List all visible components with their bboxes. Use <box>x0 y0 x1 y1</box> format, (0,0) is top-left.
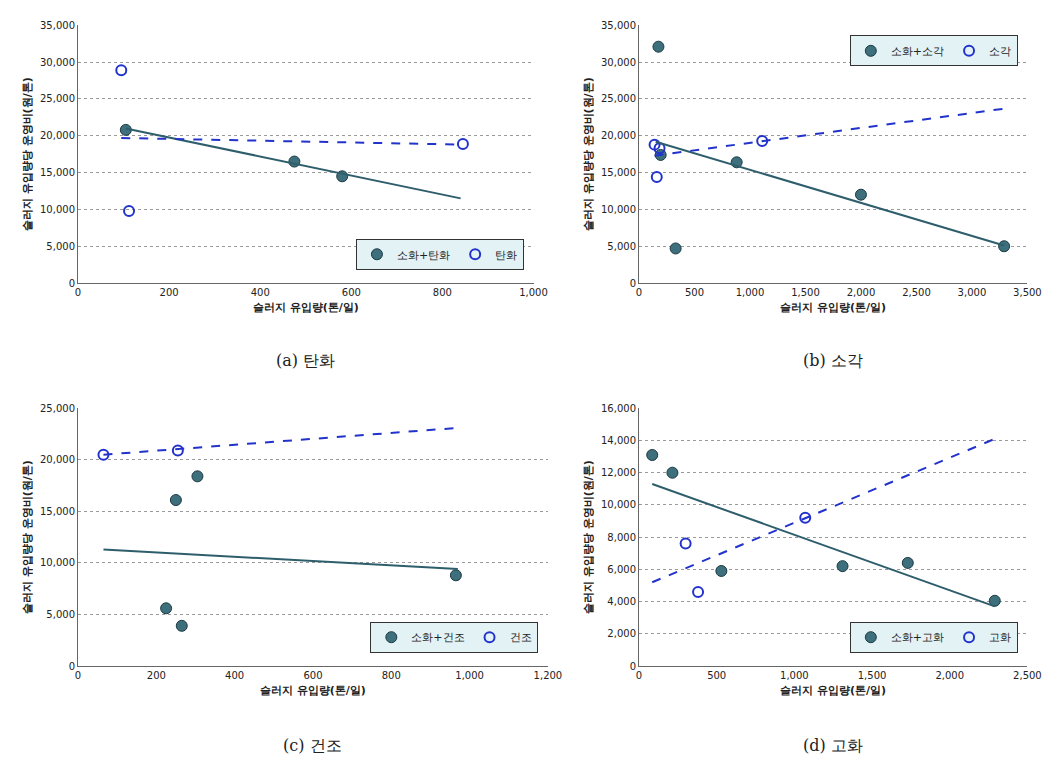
svg-text:25,000: 25,000 <box>601 93 636 104</box>
svg-text:5,000: 5,000 <box>46 609 75 620</box>
svg-text:1,500: 1,500 <box>791 287 820 298</box>
svg-text:(c) 건조: (c) 건조 <box>283 736 342 755</box>
svg-text:10,000: 10,000 <box>601 204 636 215</box>
svg-text:1,500: 1,500 <box>858 670 887 681</box>
svg-text:0: 0 <box>636 287 642 298</box>
svg-text:(d) 고화: (d) 고화 <box>803 736 863 755</box>
svg-text:4,000: 4,000 <box>607 596 636 607</box>
svg-text:0: 0 <box>75 670 81 681</box>
svg-text:0: 0 <box>69 661 75 672</box>
svg-text:0: 0 <box>630 661 636 672</box>
svg-text:슬러지 유입량당 운영비(원/톤): 슬러지 유입량당 운영비(원/톤) <box>582 77 595 231</box>
svg-text:800: 800 <box>433 287 452 298</box>
svg-text:10,000: 10,000 <box>601 499 636 510</box>
svg-text:슬러지 유입량(톤/일): 슬러지 유입량(톤/일) <box>253 301 359 314</box>
svg-text:2,000: 2,000 <box>935 670 964 681</box>
svg-text:25,000: 25,000 <box>40 403 75 414</box>
svg-text:0: 0 <box>630 278 636 289</box>
svg-text:슬러지 유입량당 운영비(원/톤): 슬러지 유입량당 운영비(원/톤) <box>21 460 34 614</box>
svg-text:0: 0 <box>636 670 642 681</box>
svg-text:200: 200 <box>160 287 179 298</box>
svg-text:1,000: 1,000 <box>780 670 809 681</box>
svg-text:슬러지 유입량(톤/일): 슬러지 유입량(톤/일) <box>780 684 886 697</box>
svg-text:12,000: 12,000 <box>601 467 636 478</box>
svg-text:400: 400 <box>225 670 244 681</box>
svg-text:2,000: 2,000 <box>847 287 876 298</box>
svg-text:3,000: 3,000 <box>958 287 987 298</box>
svg-text:30,000: 30,000 <box>601 57 636 68</box>
svg-text:16,000: 16,000 <box>601 403 636 414</box>
svg-text:0: 0 <box>69 278 75 289</box>
svg-text:35,000: 35,000 <box>40 20 75 31</box>
svg-text:500: 500 <box>685 287 704 298</box>
svg-text:6,000: 6,000 <box>607 564 636 575</box>
svg-text:600: 600 <box>342 287 361 298</box>
svg-text:소화+건조: 소화+건조 <box>411 631 464 644</box>
svg-text:200: 200 <box>147 670 166 681</box>
svg-text:1,000: 1,000 <box>519 287 548 298</box>
svg-text:15,000: 15,000 <box>601 167 636 178</box>
svg-text:500: 500 <box>707 670 726 681</box>
svg-text:2,500: 2,500 <box>1013 670 1042 681</box>
svg-text:35,000: 35,000 <box>601 20 636 31</box>
svg-text:8,000: 8,000 <box>607 532 636 543</box>
svg-text:30,000: 30,000 <box>40 57 75 68</box>
svg-text:소화+탄화: 소화+탄화 <box>397 249 450 262</box>
svg-text:5,000: 5,000 <box>607 241 636 252</box>
svg-text:2,000: 2,000 <box>607 628 636 639</box>
svg-text:슬러지 유입량당 운영비(원/톤): 슬러지 유입량당 운영비(원/톤) <box>21 77 34 231</box>
svg-text:3,500: 3,500 <box>1013 287 1042 298</box>
svg-text:2,500: 2,500 <box>902 287 931 298</box>
svg-text:슬러지 유입량(톤/일): 슬러지 유입량(톤/일) <box>780 301 886 314</box>
svg-text:400: 400 <box>251 287 270 298</box>
svg-text:슬러지 유입량당 운영비(원/톤): 슬러지 유입량당 운영비(원/톤) <box>582 460 595 614</box>
svg-text:슬러지 유입량(톤/일): 슬러지 유입량(톤/일) <box>260 684 366 697</box>
svg-text:0: 0 <box>75 287 81 298</box>
svg-text:15,000: 15,000 <box>40 506 75 517</box>
svg-text:1,200: 1,200 <box>534 670 563 681</box>
svg-text:10,000: 10,000 <box>40 557 75 568</box>
svg-text:(b) 소각: (b) 소각 <box>803 351 863 370</box>
svg-text:1,000: 1,000 <box>736 287 765 298</box>
svg-text:소화+소각: 소화+소각 <box>891 45 944 58</box>
svg-text:소각: 소각 <box>989 45 1011 58</box>
svg-text:20,000: 20,000 <box>40 454 75 465</box>
svg-text:(a) 탄화: (a) 탄화 <box>276 351 335 370</box>
svg-text:600: 600 <box>303 670 322 681</box>
svg-text:5,000: 5,000 <box>46 241 75 252</box>
svg-text:건조: 건조 <box>510 631 532 644</box>
svg-text:800: 800 <box>382 670 401 681</box>
svg-text:20,000: 20,000 <box>601 130 636 141</box>
svg-text:25,000: 25,000 <box>40 93 75 104</box>
svg-text:20,000: 20,000 <box>40 130 75 141</box>
svg-text:탄화: 탄화 <box>495 249 517 262</box>
svg-text:1,000: 1,000 <box>455 670 484 681</box>
svg-text:14,000: 14,000 <box>601 435 636 446</box>
svg-text:10,000: 10,000 <box>40 204 75 215</box>
svg-text:소화+고화: 소화+고화 <box>891 631 944 644</box>
svg-text:고화: 고화 <box>989 631 1011 644</box>
svg-text:15,000: 15,000 <box>40 167 75 178</box>
